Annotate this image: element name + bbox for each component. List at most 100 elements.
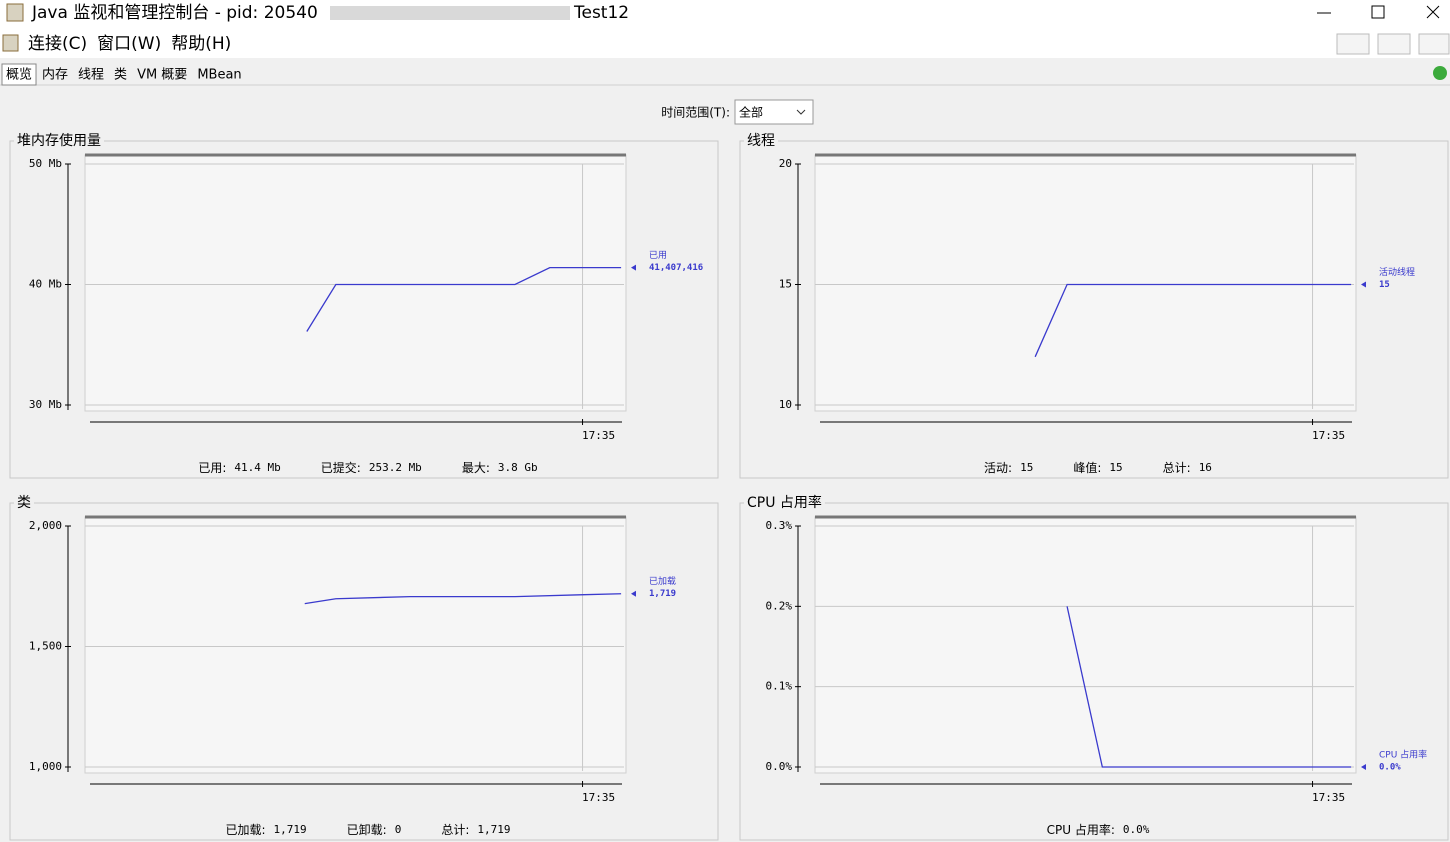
panel-border: [739, 502, 1449, 841]
tab-label[interactable]: 内存: [42, 67, 68, 83]
stat: 已加载: 1,719: [225, 823, 306, 837]
chart-panel: 类 1,000 1,500 2,000 17:35 已加载 1,719 已加载: 1,719 已卸…: [9, 495, 719, 841]
stat-label: 峰值:: [1073, 460, 1101, 475]
chart-title: CPU 占用率: [747, 494, 822, 511]
y-tick-label: 15: [779, 278, 792, 291]
tab[interactable]: VM 概要: [137, 68, 187, 83]
tab-label[interactable]: 概览: [6, 67, 32, 83]
stat-value: 41.4 Mb: [234, 461, 280, 474]
stat: 峰值: 15: [1073, 460, 1122, 475]
inner-close[interactable]: [1418, 33, 1450, 55]
y-tick-label: 0.2%: [766, 599, 793, 612]
latest-label: 15: [1379, 280, 1390, 290]
x-tick-label: 17:35: [582, 791, 615, 804]
stat-label: CPU 占用率:: [1047, 822, 1115, 837]
tab[interactable]: MBean: [197, 68, 241, 83]
stat-value: 0: [395, 823, 402, 836]
series-line: [306, 266, 622, 332]
menu-item[interactable]: 连接(C): [28, 34, 87, 54]
stat: 总计: 16: [1163, 461, 1212, 475]
latest-label: 1,719: [649, 589, 676, 599]
plot-bg: [814, 154, 1357, 412]
stat: 活动: 15: [984, 461, 1033, 475]
window-title: Java 监视和管理控制台 - pid: 20540: [31, 3, 318, 23]
frame-icon: [2, 34, 19, 52]
x-tick-label: 17:35: [1312, 429, 1345, 442]
tab[interactable]: 概览: [1, 63, 37, 86]
tab[interactable]: 内存: [42, 67, 68, 83]
chart-panel: 线程 10 15 20 17:35 活动线程 15 活动: 15 峰值: 15 总计: 16: [739, 133, 1449, 479]
latest-arrow: [1361, 281, 1366, 288]
stat-value: 1,719: [274, 823, 307, 836]
stat-label: 总计:: [1163, 461, 1191, 475]
tab-label[interactable]: 线程: [78, 68, 104, 83]
tab-label[interactable]: MBean: [197, 68, 241, 83]
time-range-value[interactable]: 全部: [739, 105, 763, 120]
stat-label: 已用:: [198, 461, 226, 475]
title-bg: [14, 495, 34, 511]
title-bar: [0, 0, 1450, 28]
y-tick-label: 2,000: [29, 519, 62, 532]
y-tick-label: 20: [779, 157, 792, 170]
stat-value: 1,719: [477, 823, 510, 836]
stat: 已提交: 253.2 Mb: [321, 460, 422, 475]
stat-label: 活动:: [984, 461, 1012, 475]
stat-value: 0.0%: [1123, 823, 1150, 836]
chart-title: 类: [17, 495, 31, 511]
title-bg: [744, 133, 778, 149]
stat: 最大: 3.8 Gb: [462, 461, 538, 475]
stat: 已用: 41.4 Mb: [198, 461, 280, 475]
stat-value: 15: [1020, 461, 1033, 474]
inner-minimize[interactable]: [1336, 33, 1370, 55]
stat-value: 253.2 Mb: [369, 461, 422, 474]
menu-item[interactable]: 帮助(H): [171, 34, 231, 54]
connection-icon: [1433, 66, 1447, 80]
series-line: [1034, 283, 1352, 358]
latest-label: 0.0%: [1379, 763, 1401, 773]
inner-restore[interactable]: [1377, 33, 1411, 55]
tab-label[interactable]: VM 概要: [137, 68, 187, 83]
stat-label: 最大:: [462, 461, 490, 475]
menu-item[interactable]: 窗口(W): [97, 34, 161, 54]
latest-arrow: [1361, 764, 1366, 770]
x-tick-label: 17:35: [1312, 791, 1345, 804]
panel-border: [739, 140, 1449, 479]
tab[interactable]: 类: [114, 68, 127, 83]
series-line: [1066, 606, 1352, 768]
maximize-button[interactable]: [1371, 5, 1385, 19]
latest-label: 41,407,416: [649, 263, 703, 273]
title-bg: [14, 133, 104, 149]
tab-label[interactable]: 类: [114, 68, 127, 83]
y-tick-label: 40 Mb: [29, 278, 62, 291]
y-tick-label: 30 Mb: [29, 398, 62, 411]
stat: CPU 占用率: 0.0%: [1047, 822, 1150, 837]
plot-bg: [84, 516, 627, 774]
plot-bg: [84, 154, 627, 412]
legend-name: 活动线程: [1379, 266, 1415, 278]
tab-selected: [1, 63, 37, 86]
legend-name: CPU 占用率: [1379, 749, 1427, 761]
chart-panel: 堆内存使用量 30 Mb 40 Mb 50 Mb 17:35 已用 41,407,416 已用…: [9, 132, 719, 479]
panel-border: [9, 140, 719, 479]
y-tick-label: 1,500: [29, 640, 62, 653]
stat-value: 15: [1109, 461, 1122, 474]
panel-border: [9, 502, 719, 841]
y-tick-label: 50 Mb: [29, 157, 62, 170]
y-tick-label: 0.0%: [766, 760, 793, 773]
x-tick-label: 17:35: [582, 429, 615, 442]
window-title-tail: Test12: [573, 3, 629, 23]
legend-name: 已加载: [649, 575, 676, 587]
chart-title: 堆内存使用量: [17, 132, 101, 149]
y-tick-label: 0.3%: [766, 519, 793, 532]
stat-label: 总计:: [441, 823, 469, 837]
legend-name: 已用: [649, 250, 667, 261]
title-bg: [744, 495, 825, 511]
tab[interactable]: 线程: [78, 68, 104, 83]
select-arrow: [796, 109, 806, 115]
time-range-select[interactable]: [734, 99, 814, 125]
stat-label: 已提交:: [321, 460, 361, 475]
stat-label: 已卸载:: [347, 822, 387, 837]
stat-label: 已加载:: [225, 823, 265, 837]
close-button[interactable]: [1426, 5, 1440, 19]
